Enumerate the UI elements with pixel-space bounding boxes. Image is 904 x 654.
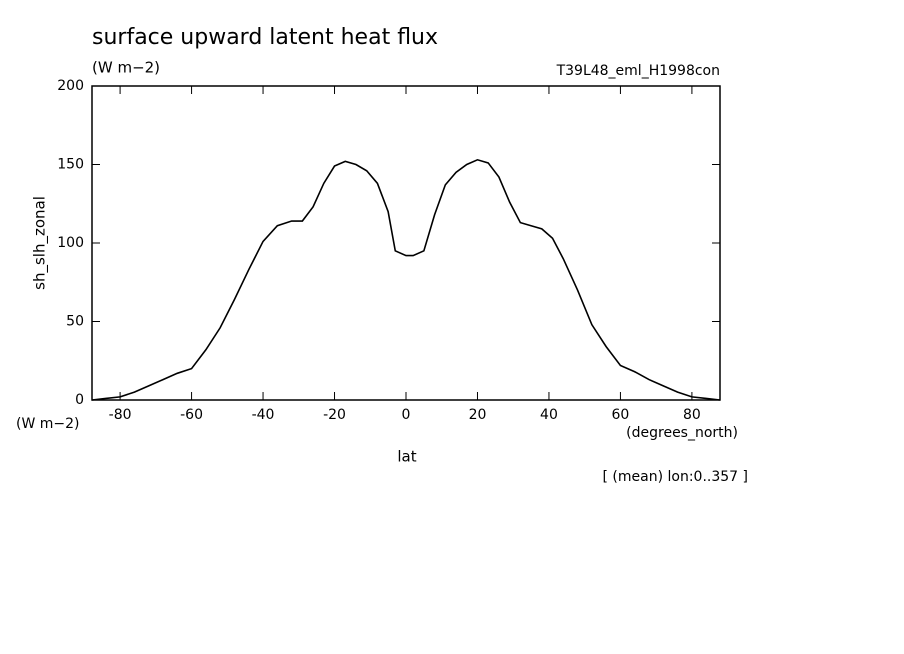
y-tick-label: 0 [75, 392, 84, 408]
x-tick-label: -80 [109, 407, 132, 423]
y-tick-label: 200 [57, 78, 84, 94]
y-units: (W m−2) [16, 416, 80, 432]
chart-title: surface upward latent heat flux [92, 25, 438, 50]
x-tick-label: 80 [683, 407, 701, 423]
x-tick-label: 40 [540, 407, 558, 423]
run-label: T39L48_eml_H1998con [556, 63, 720, 79]
x-tick-label: -20 [323, 407, 346, 423]
x-axis-label: lat [397, 448, 416, 466]
x-tick-label: 0 [402, 407, 411, 423]
chart-subtitle: (W m−2) [92, 59, 160, 77]
x-tick-label: 60 [612, 407, 630, 423]
y-tick-label: 150 [57, 157, 84, 173]
x-tick-label: -60 [180, 407, 203, 423]
data-line [91, 158, 721, 401]
y-axis-label: sh_slh_zonal [31, 196, 50, 290]
x-tick-label: 20 [469, 407, 487, 423]
x-units: (degrees_north) [626, 425, 738, 441]
y-tick-label: 100 [57, 235, 84, 251]
y-tick-label: 50 [66, 314, 84, 330]
note: [ (mean) lon:0..357 ] [603, 469, 748, 485]
plot-frame [91, 85, 721, 401]
x-tick-label: -40 [252, 407, 275, 423]
